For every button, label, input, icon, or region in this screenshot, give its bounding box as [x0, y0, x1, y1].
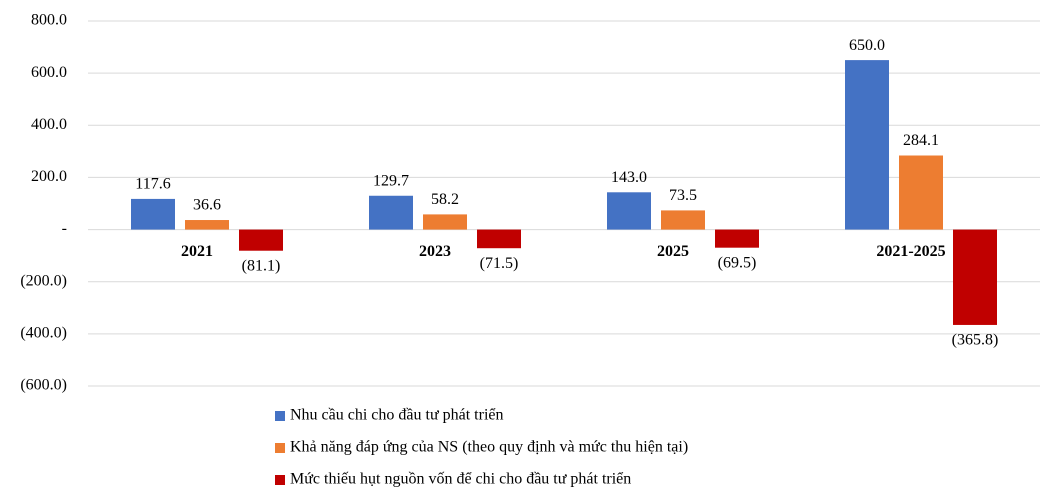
bar [423, 214, 467, 230]
bar [845, 60, 889, 230]
legend-label: Mức thiếu hụt nguồn vốn để chi cho đầu t… [290, 471, 631, 488]
bar [899, 155, 943, 230]
x-tick-label: 2021 [181, 243, 213, 260]
data-label: 143.0 [611, 169, 647, 186]
x-tick-label: 2023 [419, 243, 451, 260]
y-tick-label: - [62, 220, 67, 237]
data-label: 650.0 [849, 37, 885, 54]
bar [607, 192, 651, 230]
data-label: 58.2 [431, 191, 459, 208]
data-label: (71.5) [480, 255, 519, 272]
legend-label: Khả năng đáp ứng của NS (theo quy định v… [290, 439, 688, 456]
bar [185, 220, 229, 230]
y-tick-label: 400.0 [31, 116, 67, 133]
data-label: 129.7 [373, 172, 409, 189]
legend-swatch [275, 443, 285, 453]
data-label: 117.6 [135, 176, 170, 193]
bar [953, 229, 997, 325]
data-label: 284.1 [903, 132, 939, 149]
bar [661, 210, 705, 230]
bar [239, 229, 283, 251]
bar [369, 195, 413, 230]
x-tick-label: 2021-2025 [876, 243, 945, 260]
bar [715, 229, 759, 248]
data-label: 36.6 [193, 197, 221, 214]
bar [131, 198, 175, 230]
y-tick-label: 800.0 [31, 12, 67, 29]
data-label: (365.8) [952, 332, 999, 349]
bar [477, 229, 521, 249]
data-label: (69.5) [718, 254, 757, 271]
y-tick-label: 200.0 [31, 168, 67, 185]
y-tick-label: (200.0) [20, 272, 67, 289]
y-tick-label: (400.0) [20, 325, 67, 342]
x-tick-label: 2025 [657, 243, 689, 260]
legend-swatch [275, 411, 285, 421]
data-label: 73.5 [669, 187, 697, 204]
legend-swatch [275, 475, 285, 485]
y-tick-label: (600.0) [20, 377, 67, 394]
legend-label: Nhu cầu chi cho đầu tư phát triển [290, 407, 504, 424]
data-label: (81.1) [242, 257, 281, 274]
y-tick-label: 600.0 [31, 64, 67, 81]
